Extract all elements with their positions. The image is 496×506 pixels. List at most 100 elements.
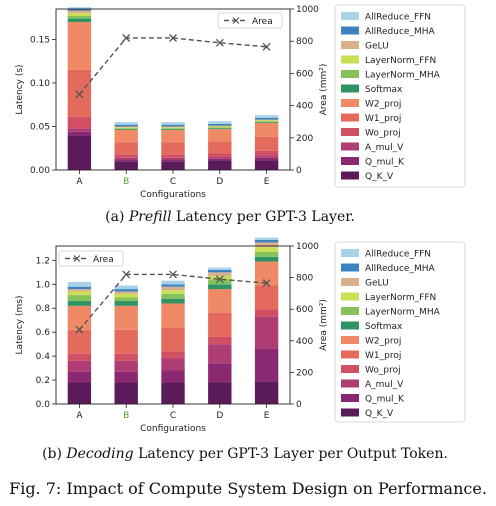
bar-segment-allreduce-ffn-a (67, 7, 92, 9)
bar-segment-layernorm-mha-c (161, 293, 185, 299)
legend-swatch (341, 365, 359, 373)
bar-segment-w1-proj-b (114, 329, 138, 354)
caption-prefill-rest: Latency per GPT-3 Layer. (172, 209, 355, 225)
bar-segment-w2-proj-e (254, 261, 279, 286)
y-tick-label: 0.10 (30, 79, 50, 89)
bar-segment-layernorm-mha-d (208, 279, 232, 285)
y-tick-label: 1.0 (36, 280, 51, 290)
bar-segment-allreduce-ffn-e (254, 115, 279, 118)
bar-segment-w2-proj-c (161, 303, 185, 328)
bar-segment-layernorm-ffn-e (254, 120, 279, 122)
legend-label: LayerNorm_FFN (365, 293, 436, 303)
legend-swatch (341, 379, 359, 388)
y2-axis-label: Area (mm²) (319, 299, 329, 351)
area-marker-d (215, 275, 224, 284)
legend-label: LayerNorm_FFN (365, 56, 436, 66)
y2-tick-label: 1000 (296, 242, 319, 252)
x-tick-label-c: C (170, 177, 176, 187)
bar-segment-wo-proj-b (114, 353, 138, 361)
x-tick-label-e: E (264, 411, 270, 421)
legend-label: W1_proj (365, 114, 401, 124)
bar-segment-wo-proj-b (114, 154, 138, 158)
caption-prefill-prefix: (a) (105, 209, 129, 225)
y2-tick-label: 0 (296, 166, 302, 176)
area-legend-box (58, 250, 124, 267)
bar-segment-softmax-e (254, 122, 279, 124)
bar-segment-a-mul-v-e (254, 155, 279, 158)
bar-segment-a-mul-v-c (161, 157, 185, 160)
area-legend-label: Area (93, 255, 114, 265)
bar-segment-q-mul-k-d (208, 158, 232, 161)
bar-segment-wo-proj-a (67, 353, 92, 361)
legend-item-q-mul-k: Q_mul_K (341, 157, 405, 168)
legend-swatch (341, 128, 359, 136)
bar-segment-w2-proj-b (114, 129, 138, 143)
legend-swatch (341, 263, 359, 272)
y2-axis-label: Area (mm²) (319, 64, 329, 116)
bar-segment-q-mul-k-b (114, 159, 138, 162)
bar-segment-q-mul-k-e (254, 348, 279, 382)
bar-segment-w1-proj-e (254, 136, 279, 151)
bar-segment-q-k-v-c (161, 382, 185, 404)
x-tick-label-c: C (170, 411, 176, 421)
bar-segment-w1-proj-a (67, 329, 92, 354)
legend-swatch (341, 408, 359, 417)
bar-segment-q-k-v-b (114, 161, 138, 170)
bar-segment-layernorm-mha-c (161, 128, 185, 130)
bar-segment-allreduce-mha-d (208, 269, 232, 273)
bar-segment-layernorm-ffn-d (208, 275, 232, 280)
bar-segment-gelu-c (161, 126, 185, 128)
legend-label: AllReduce_MHA (365, 27, 435, 37)
bar-segment-w2-proj-a (67, 22, 92, 70)
legend-item-allreduce-ffn: AllReduce_FFN (341, 249, 431, 260)
bar-segment-w1-proj-e (254, 285, 279, 310)
legend-swatch (341, 336, 359, 344)
legend-swatch (341, 113, 359, 122)
legend-swatch (341, 157, 359, 165)
legend-label: Q_mul_K (365, 395, 405, 405)
legend-item-layernorm-ffn: LayerNorm_FFN (341, 55, 436, 66)
bar-segment-q-mul-k-c (161, 159, 185, 162)
x-tick-label-d: D (216, 177, 223, 187)
area-line (78, 37, 267, 95)
y2-tick-label: 200 (296, 134, 313, 144)
bar-segment-a-mul-v-a (67, 360, 92, 372)
bar-segment-softmax-b (114, 129, 138, 130)
legend-label: LayerNorm_MHA (365, 71, 441, 81)
area-legend-marker (73, 255, 81, 262)
bar-segment-a-mul-v-c (161, 358, 185, 371)
y2-tick-label: 200 (296, 368, 313, 378)
bar-segment-softmax-d (208, 128, 232, 130)
legend-label: A_mul_V (365, 143, 404, 153)
bar-segment-gelu-a (67, 10, 92, 14)
bar-segment-w2-proj-c (161, 129, 185, 143)
legend-item-softmax: Softmax (341, 321, 403, 332)
bar-segment-q-mul-k-c (161, 370, 185, 383)
caption-decoding-italic: Decoding (65, 446, 133, 462)
legend-item-wo-proj: Wo_proj (341, 365, 401, 376)
bar-segment-a-mul-v-a (67, 128, 92, 132)
x-axis-label: Configurations (140, 424, 206, 434)
legend-item-layernorm-mha: LayerNorm_MHA (341, 307, 441, 318)
bar-segment-q-mul-k-b (114, 371, 138, 383)
bar-segment-q-k-v-c (161, 161, 185, 170)
bar-segment-wo-proj-e (254, 150, 279, 156)
y-tick-label: 1.2 (36, 256, 50, 266)
y-tick-label: 0.4 (36, 352, 51, 362)
legend-box (334, 4, 466, 188)
bar-segment-a-mul-v-d (208, 344, 232, 364)
area-marker-e (262, 279, 271, 288)
bar-segment-q-k-v-b (114, 382, 138, 404)
legend-label: Q_K_V (365, 409, 394, 419)
caption-decoding: (b) Decoding Latency per GPT-3 Layer per… (42, 446, 448, 462)
legend-item-allreduce-mha: AllReduce_MHA (341, 26, 435, 37)
bar-segment-q-mul-k-d (208, 363, 232, 383)
bar-segment-w2-proj-d (208, 129, 232, 142)
area-marker-b (122, 270, 131, 279)
area-legend-label: Area (252, 17, 273, 27)
bar-segment-allreduce-ffn-c (161, 122, 185, 125)
legend-label: Wo_proj (365, 129, 401, 139)
bar-segment-layernorm-ffn-e (254, 247, 279, 252)
caption-prefill: (a) Prefill Latency per GPT-3 Layer. (105, 209, 355, 225)
y-tick-label: 0.8 (36, 304, 51, 314)
